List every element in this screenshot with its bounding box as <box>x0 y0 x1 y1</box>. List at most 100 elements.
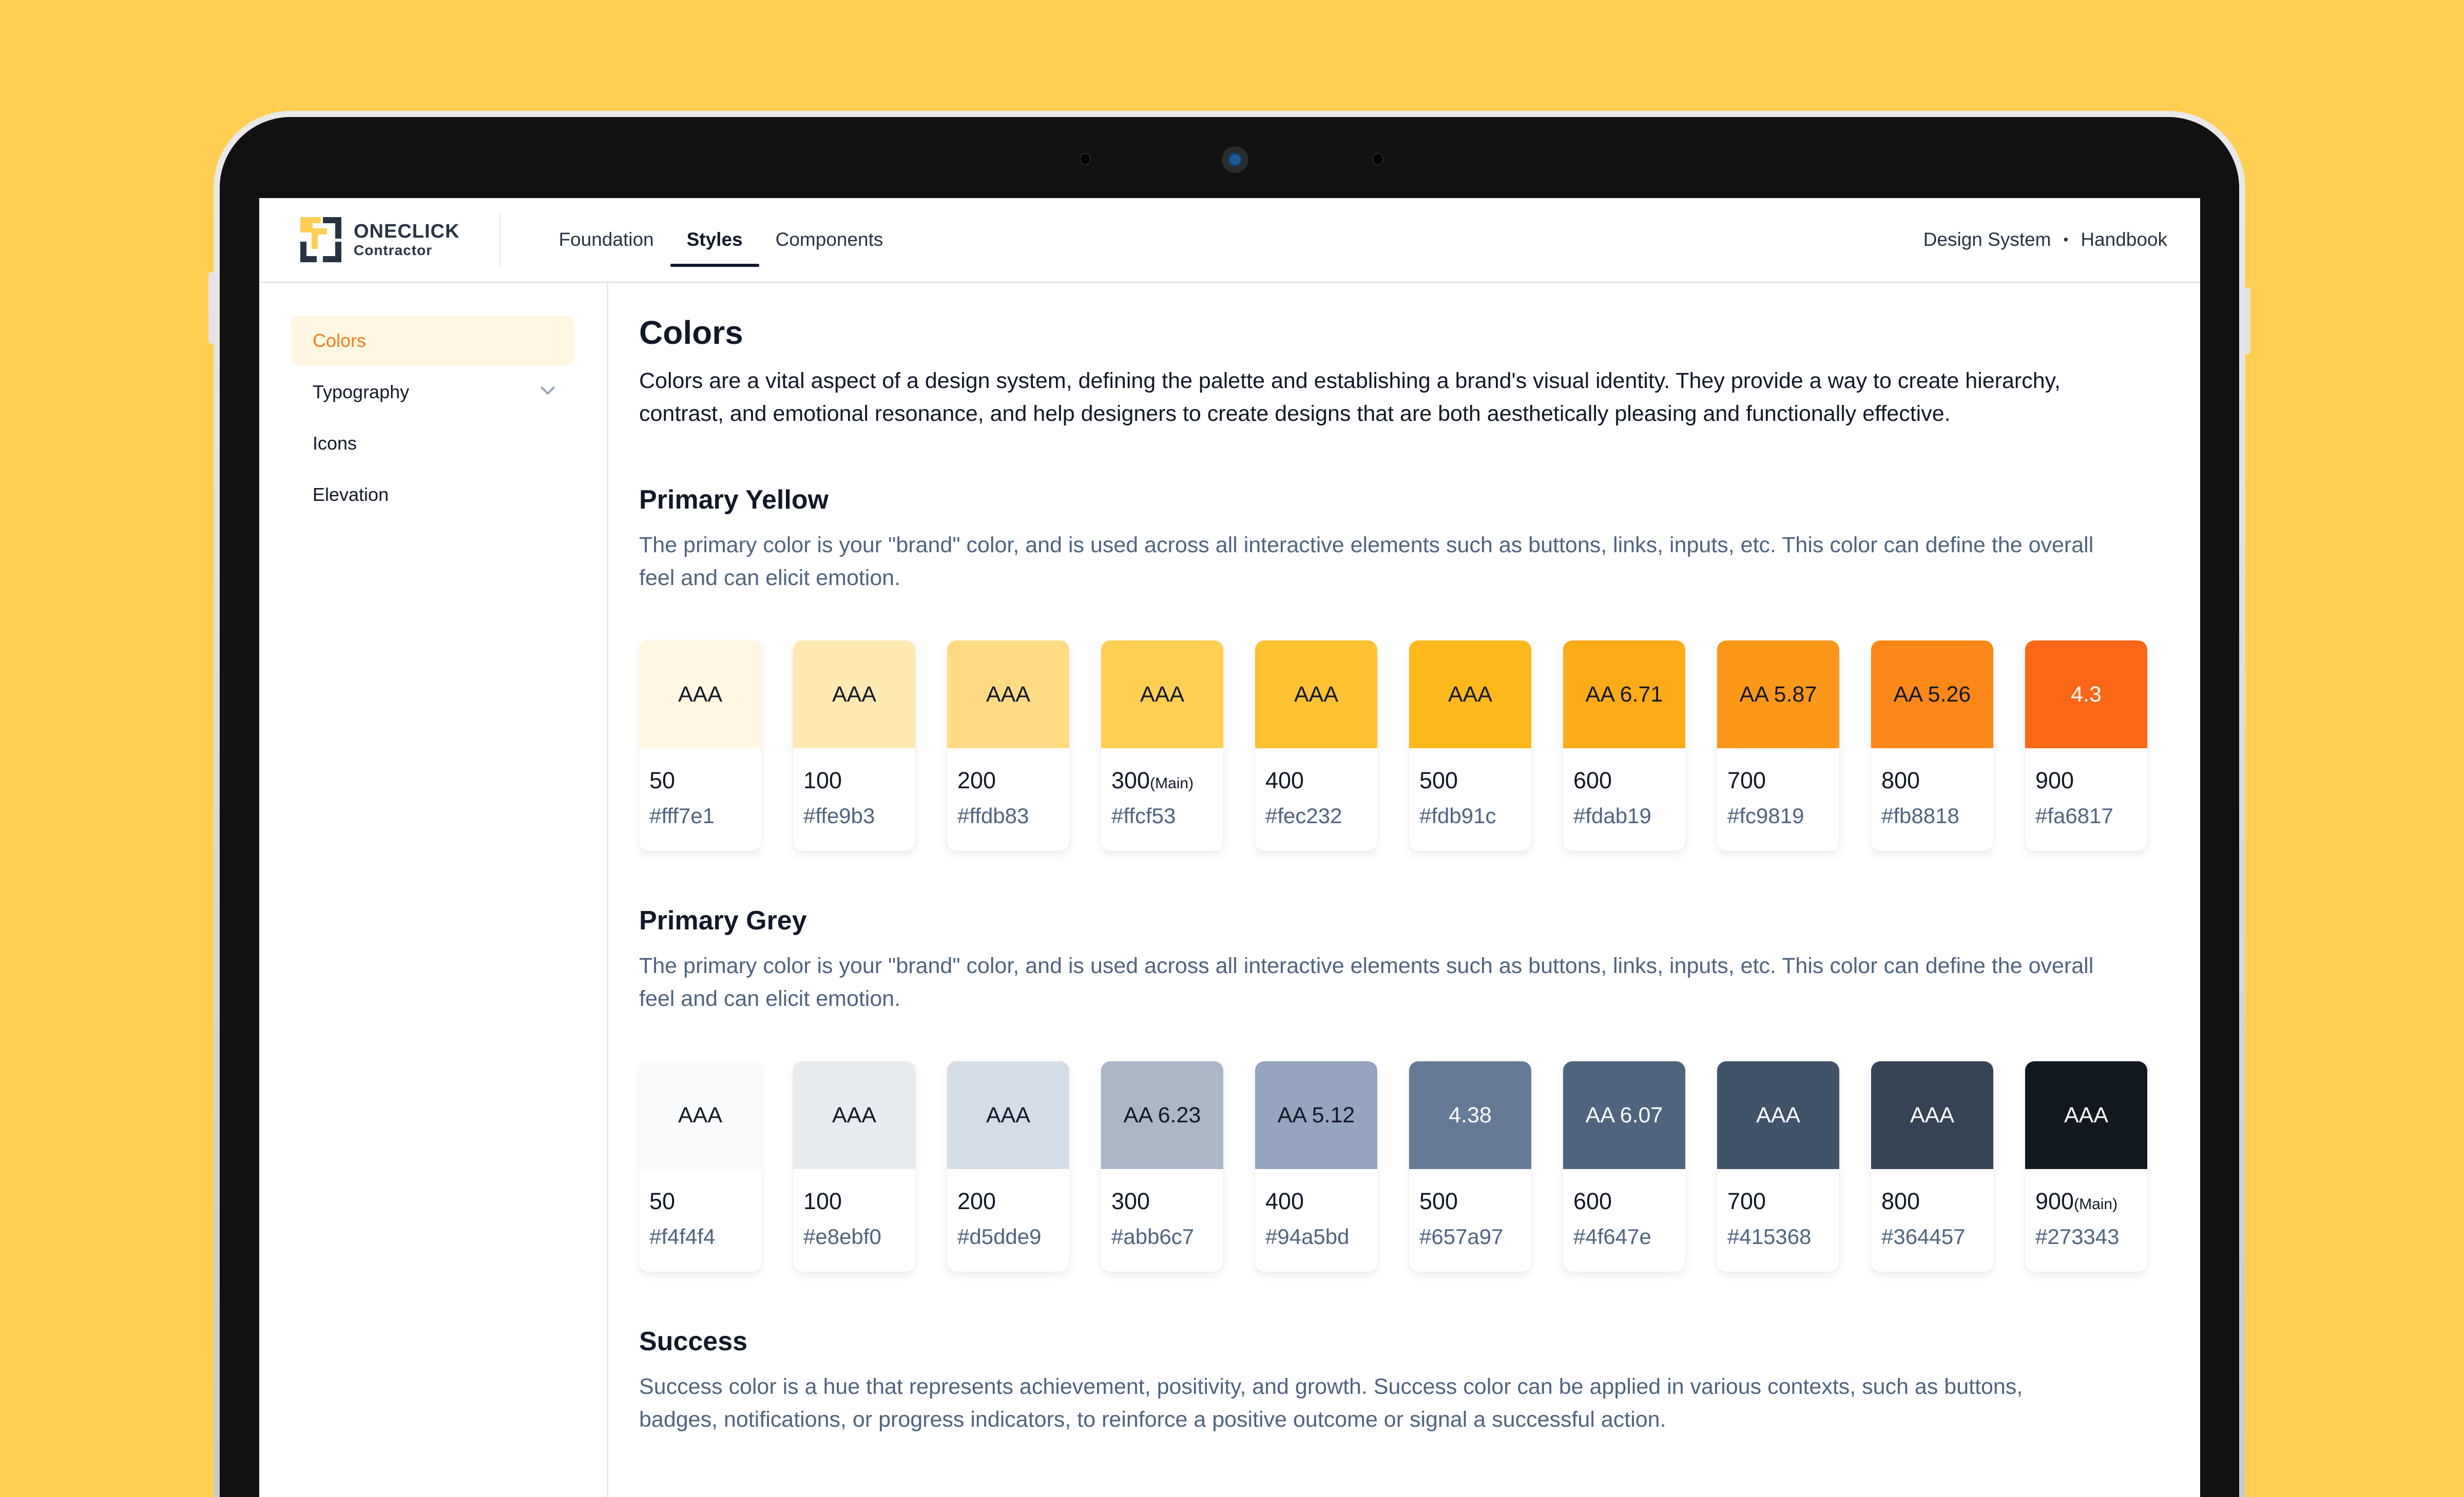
color-swatch-card[interactable]: AAA 900(Main) #273343 <box>2025 1061 2147 1272</box>
color-swatch-card[interactable]: AAA 800 #364457 <box>1871 1061 1993 1272</box>
top-header: ONECLICK Contractor Foundation Styles Co… <box>259 198 2200 283</box>
hex-value[interactable]: #657a97 <box>1419 1224 1504 1249</box>
handbook-link[interactable]: Handbook <box>2081 229 2167 250</box>
color-swatch-card[interactable]: AA 5.26 800 #fb8818 <box>1871 640 1993 851</box>
contrast-rating: AAA <box>1910 1102 1955 1127</box>
hex-value[interactable]: #fdb91c <box>1419 804 1496 828</box>
shade-number: 100 <box>803 767 842 793</box>
color-swatch: AAA <box>793 1061 915 1169</box>
hex-value[interactable]: #364457 <box>1881 1224 1966 1249</box>
section-title: Success <box>639 1327 748 1356</box>
color-swatch: AAA <box>1409 640 1531 748</box>
color-swatch-card[interactable]: AAA 100 #ffe9b3 <box>793 640 915 851</box>
hex-value[interactable]: #fc9819 <box>1727 804 1804 828</box>
separator-dot: • <box>2063 231 2069 247</box>
screen: ONECLICK Contractor Foundation Styles Co… <box>259 198 2200 1497</box>
tab-foundation[interactable]: Foundation <box>559 229 654 250</box>
hex-value[interactable]: #ffe9b3 <box>803 804 875 828</box>
section-description: Success color is a hue that represents a… <box>639 1374 2023 1432</box>
sidebar-item-colors[interactable]: Colors <box>291 316 574 365</box>
page-description: Colors are a vital aspect of a design sy… <box>639 368 2061 426</box>
shade-number: 300 <box>1111 767 1150 793</box>
color-swatch-card[interactable]: AA 5.12 400 #94a5bd <box>1255 1061 1377 1272</box>
color-swatch-card[interactable]: AAA 500 #fdb91c <box>1409 640 1531 851</box>
design-system-link[interactable]: Design System <box>1923 229 2051 250</box>
hex-value[interactable]: #94a5bd <box>1265 1224 1350 1249</box>
logo[interactable]: ONECLICK Contractor <box>300 217 459 262</box>
color-swatch-card[interactable]: AA 6.71 600 #fdab19 <box>1563 640 1685 851</box>
color-swatch-card[interactable]: AAA 300(Main) #ffcf53 <box>1101 640 1223 851</box>
main-content: Colors Colors are a vital aspect of a de… <box>608 283 2200 1497</box>
sidebar-item-label: Icons <box>313 433 357 454</box>
sidebar-item-typography[interactable]: Typography <box>291 367 574 417</box>
color-swatch-card[interactable]: AAA 700 #415368 <box>1717 1061 1839 1272</box>
contrast-rating: AA 6.23 <box>1123 1102 1201 1127</box>
hex-value[interactable]: #e8ebf0 <box>803 1224 881 1249</box>
chevron-down-icon[interactable] <box>540 380 555 395</box>
sidebar-item-icons[interactable]: Icons <box>291 419 574 468</box>
logo-title: ONECLICK <box>354 221 460 242</box>
contrast-rating: AAA <box>678 682 723 707</box>
shade-number: 700 <box>1727 1188 1766 1214</box>
contrast-rating: AA 5.26 <box>1893 682 1971 707</box>
header-links: Design System • Handbook <box>1923 198 2167 281</box>
color-swatch-card[interactable]: AAA 200 #d5dde9 <box>947 1061 1069 1272</box>
color-swatch-card[interactable]: AA 6.07 600 #4f647e <box>1563 1061 1685 1272</box>
hex-value[interactable]: #f4f4f4 <box>649 1224 716 1249</box>
color-swatch: AA 6.07 <box>1563 1061 1685 1169</box>
color-swatch-card[interactable]: 4.38 500 #657a97 <box>1409 1061 1531 1272</box>
shade-number: 600 <box>1573 767 1612 793</box>
hex-value[interactable]: #ffdb83 <box>957 804 1029 828</box>
hex-value[interactable]: #fec232 <box>1265 804 1342 828</box>
shade-label: 300(Main) <box>1111 769 1223 792</box>
shade-label: 500 <box>1419 769 1531 792</box>
color-swatch-card[interactable]: AAA 200 #ffdb83 <box>947 640 1069 851</box>
shade-label: 50 <box>649 1190 761 1213</box>
hex-value[interactable]: #fa6817 <box>2035 804 2113 828</box>
color-swatch-card[interactable]: 4.3 900 #fa6817 <box>2025 640 2147 851</box>
color-swatch: AAA <box>1255 640 1377 748</box>
hex-value[interactable]: #415368 <box>1727 1224 1812 1249</box>
shade-label: 600 <box>1573 769 1685 792</box>
color-swatch-card[interactable]: AAA 400 #fec232 <box>1255 640 1377 851</box>
hex-value[interactable]: #d5dde9 <box>957 1224 1042 1249</box>
contrast-rating: 4.38 <box>1449 1102 1492 1127</box>
contrast-rating: AAA <box>678 1102 723 1127</box>
color-swatch-card[interactable]: AAA 50 #fff7e1 <box>639 640 761 851</box>
hex-value[interactable]: #273343 <box>2035 1224 2120 1249</box>
page-title: Colors <box>639 314 743 351</box>
color-swatch: AAA <box>1871 1061 1993 1169</box>
contrast-rating: AAA <box>986 682 1031 707</box>
color-swatch-card[interactable]: AAA 50 #f4f4f4 <box>639 1061 761 1272</box>
hex-value[interactable]: #fff7e1 <box>649 804 715 828</box>
shade-number: 50 <box>649 767 676 793</box>
sidebar-item-label: Elevation <box>313 484 389 505</box>
color-swatch: AAA <box>639 1061 761 1169</box>
contrast-rating: AA 5.87 <box>1739 682 1817 707</box>
shade-number: 400 <box>1265 767 1304 793</box>
camera-icon <box>1222 146 1248 173</box>
shade-label: 200 <box>957 1190 1069 1213</box>
shade-label: 300 <box>1111 1190 1223 1213</box>
shade-label: 500 <box>1419 1190 1531 1213</box>
hex-value[interactable]: #fdab19 <box>1573 804 1651 828</box>
shade-number: 200 <box>957 1188 996 1214</box>
sidebar-item-elevation[interactable]: Elevation <box>291 470 574 519</box>
shade-number: 500 <box>1419 1188 1458 1214</box>
shade-number: 100 <box>803 1188 842 1214</box>
hex-value[interactable]: #4f647e <box>1573 1224 1651 1249</box>
hex-value[interactable]: #fb8818 <box>1881 804 1959 828</box>
contrast-rating: AAA <box>1756 1102 1801 1127</box>
color-swatch-card[interactable]: AA 5.87 700 #fc9819 <box>1717 640 1839 851</box>
hex-value[interactable]: #ffcf53 <box>1111 804 1176 828</box>
color-swatch-card[interactable]: AA 6.23 300 #abb6c7 <box>1101 1061 1223 1272</box>
shade-label: 900(Main) <box>2035 1190 2147 1213</box>
color-swatch-card[interactable]: AAA 100 #e8ebf0 <box>793 1061 915 1272</box>
tab-styles[interactable]: Styles <box>670 198 759 281</box>
swatch-row: AAA 50 #fff7e1 AAA 100 #ffe9b3 AAA 200 #ffdb83 AA… <box>639 640 2200 851</box>
shade-label: 400 <box>1265 1190 1377 1213</box>
tab-components[interactable]: Components <box>775 229 883 250</box>
hex-value[interactable]: #abb6c7 <box>1111 1224 1195 1249</box>
contrast-rating: AA 6.07 <box>1585 1102 1663 1127</box>
shade-label: 700 <box>1727 769 1839 792</box>
